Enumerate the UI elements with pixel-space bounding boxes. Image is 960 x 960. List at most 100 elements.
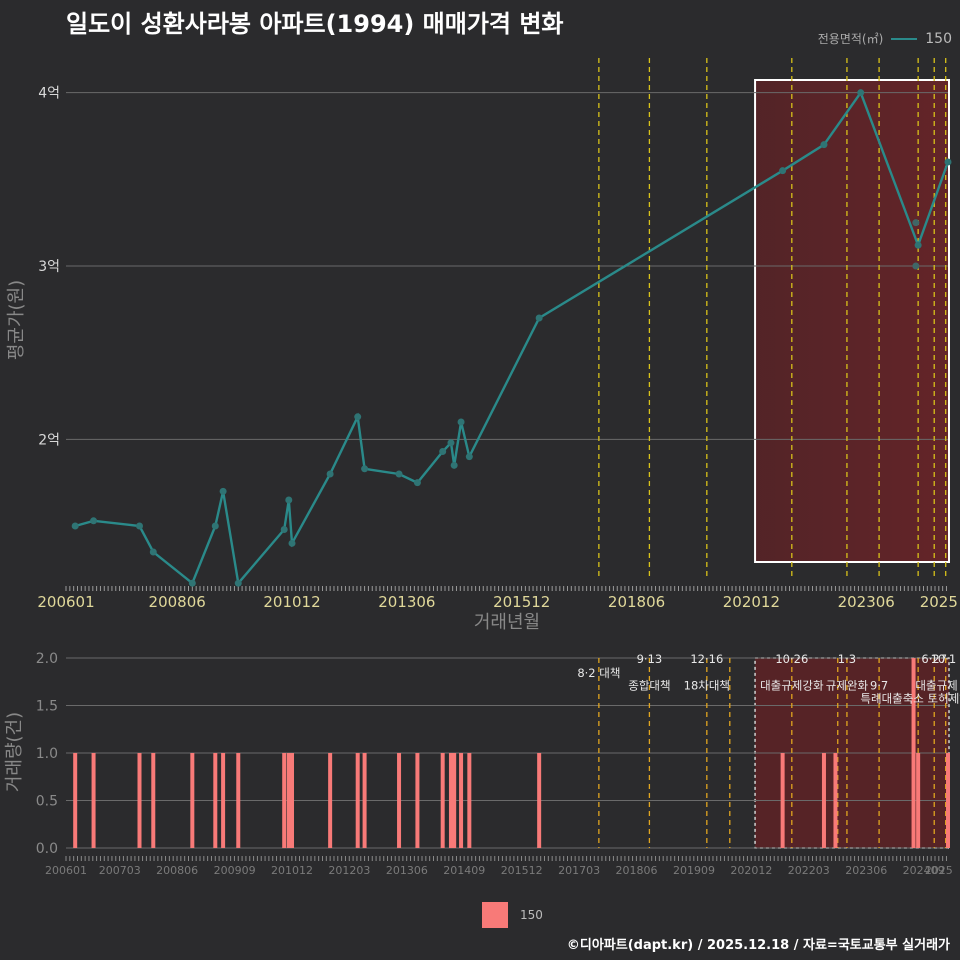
- price-point: [413, 479, 421, 487]
- legend-bottom: 150: [482, 902, 543, 928]
- volume-bar: [415, 753, 420, 848]
- policy-annotation: 10·26: [775, 652, 808, 666]
- price-point: [326, 470, 334, 478]
- bar-y-tick-label: 1.5: [36, 699, 58, 715]
- volume-bar: [946, 753, 950, 848]
- bar-x-tick-label: 201512: [501, 864, 543, 877]
- policy-annotation: 대출규제강화: [760, 678, 824, 692]
- price-point-extra: [912, 219, 920, 227]
- volume-bar: [91, 753, 96, 848]
- y-axis-title: 평균가(원): [6, 280, 27, 360]
- x-tick-label: 201512: [493, 593, 550, 611]
- price-point: [820, 141, 828, 149]
- bar-y-tick-label: 0.5: [36, 794, 58, 810]
- policy-annotation: 대출규제: [915, 678, 957, 692]
- volume-bar: [236, 753, 241, 848]
- x-axis-title: 거래년월: [474, 612, 540, 633]
- price-point: [361, 465, 369, 473]
- volume-bar: [537, 753, 542, 848]
- bar-x-tick-label: 200806: [156, 864, 198, 877]
- volume-bar: [137, 753, 142, 848]
- price-point: [219, 487, 227, 495]
- price-point: [136, 522, 143, 530]
- price-point: [285, 496, 293, 504]
- price-point: [450, 461, 458, 469]
- policy-annotation: 특례대출축소 토허제해제: [860, 692, 960, 706]
- x-tick-label: 201306: [378, 593, 435, 611]
- bar-x-tick-label: 2025: [925, 864, 953, 877]
- volume-bar: [328, 753, 333, 848]
- policy-annotation: 종합대책: [628, 678, 670, 692]
- volume-bar: [821, 753, 826, 848]
- bar-x-tick-label: 202306: [845, 864, 887, 877]
- price-point: [447, 439, 455, 447]
- y-tick-label: 3억: [38, 259, 60, 275]
- legend-label: 150: [925, 30, 952, 47]
- price-point: [71, 522, 79, 530]
- footer-credit: ©디아파트(dapt.kr) / 2025.12.18 / 자료=국토교통부 실…: [566, 938, 950, 953]
- x-tick-label: 201806: [608, 593, 665, 611]
- legend-line-swatch: [891, 37, 918, 40]
- bar-x-tick-label: 201703: [558, 864, 600, 877]
- price-point: [439, 447, 447, 455]
- price-point: [779, 167, 787, 175]
- volume-bar: [440, 753, 445, 848]
- highlight-region: [754, 79, 950, 563]
- x-tick-label: 201012: [263, 593, 320, 611]
- bar-y-tick-label: 2.0: [36, 651, 58, 667]
- bar-x-tick-label: 201306: [386, 864, 428, 877]
- volume-bar: [73, 753, 78, 848]
- price-point: [288, 539, 296, 547]
- price-point: [944, 158, 952, 166]
- bar-y-tick-label: 1.0: [36, 746, 58, 762]
- volume-bar: [151, 753, 156, 848]
- bar-x-tick-label: 201409: [443, 864, 485, 877]
- price-point: [90, 517, 98, 525]
- bar-x-tick-label: 202409: [903, 864, 945, 877]
- bar-x-tick-label: 201806: [616, 864, 658, 877]
- policy-annotation: 규제완화: [826, 678, 869, 692]
- price-point: [535, 314, 543, 322]
- policy-annotation: 8·2 대책: [577, 666, 620, 680]
- price-point: [211, 522, 219, 530]
- price-point: [857, 89, 865, 97]
- volume-bar: [397, 753, 402, 848]
- volume-bar: [780, 753, 785, 848]
- x-tick-label: 2025: [920, 593, 958, 611]
- policy-annotation: 6·27: [921, 652, 947, 666]
- volume-bar: [916, 753, 921, 848]
- volume-bar: [355, 753, 360, 848]
- bar-y-tick-label: 0.0: [36, 841, 58, 857]
- price-point: [149, 548, 157, 556]
- price-point: [914, 241, 922, 249]
- volume-bar: [833, 753, 838, 848]
- bar-x-tick-label: 201012: [271, 864, 313, 877]
- bar-x-tick-label: 200601: [45, 864, 87, 877]
- policy-annotation: 9·7: [870, 678, 888, 692]
- x-tick-label: 202012: [723, 593, 780, 611]
- volume-bar: [213, 753, 218, 848]
- volume-bar: [286, 753, 291, 848]
- volume-bar: [452, 753, 457, 848]
- volume-bar: [221, 753, 226, 848]
- policy-annotation: 10·1: [931, 652, 957, 666]
- policy-annotation: 1·3: [838, 652, 856, 666]
- bar-y-axis-title: 거래량(건): [4, 712, 25, 792]
- bar-x-tick-label: 202203: [788, 864, 830, 877]
- volume-bar: [362, 753, 367, 848]
- price-point-extra: [912, 262, 920, 270]
- x-tick-label: 200806: [149, 593, 206, 611]
- price-point: [354, 413, 362, 421]
- x-tick-label: 200601: [37, 593, 94, 611]
- volume-bar: [459, 753, 464, 848]
- price-point: [188, 579, 196, 587]
- legend-bar-swatch: [482, 902, 508, 928]
- bar-x-tick-label: 201909: [673, 864, 715, 877]
- legend-bar-label: 150: [520, 908, 543, 922]
- legend-title: 전용면적(㎡): [817, 32, 884, 46]
- bar-x-tick-label: 200909: [214, 864, 256, 877]
- policy-annotation: 12·16: [690, 652, 723, 666]
- volume-bar: [448, 753, 453, 848]
- price-point: [280, 525, 288, 533]
